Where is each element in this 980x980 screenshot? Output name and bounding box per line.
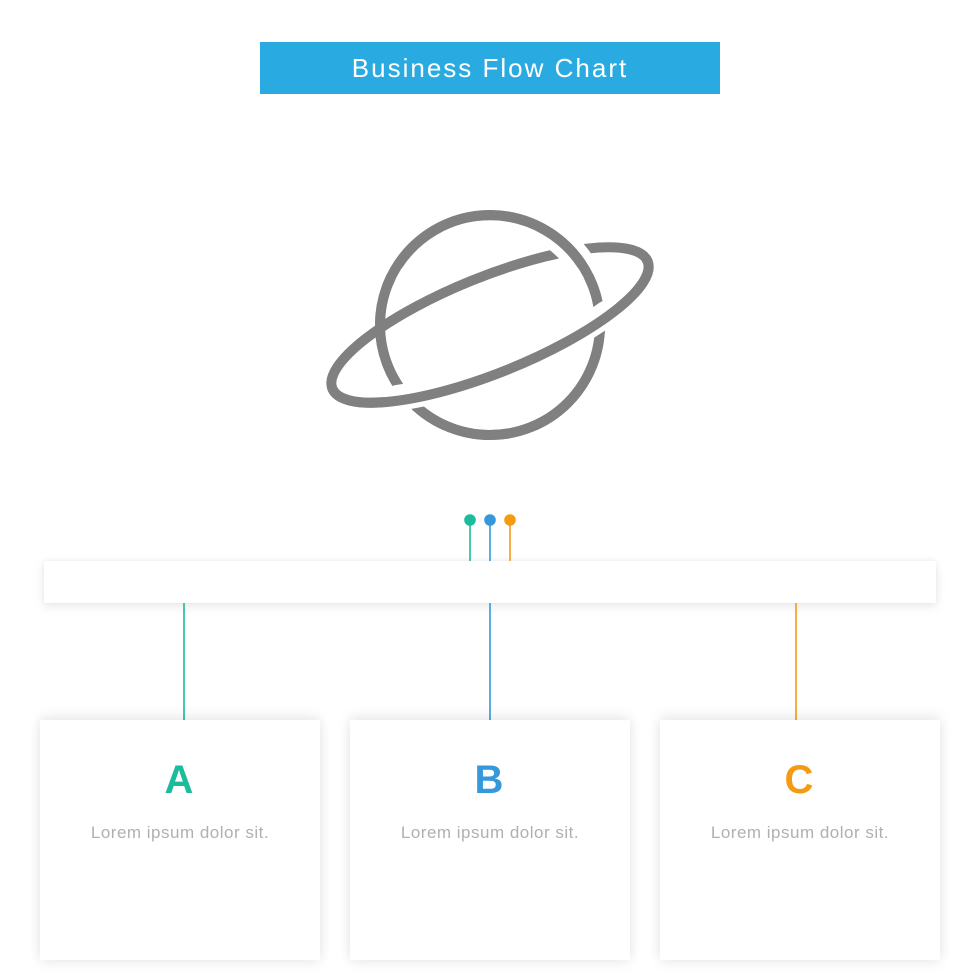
card-text-b: Lorem ipsum dolor sit.: [401, 821, 579, 846]
planet-icon: [325, 160, 655, 490]
card-letter-b: B: [475, 758, 506, 803]
card-b: B Lorem ipsum dolor sit.: [350, 720, 630, 960]
card-row: A Lorem ipsum dolor sit. B Lorem ipsum d…: [0, 720, 980, 960]
card-letter-a: A: [165, 758, 196, 803]
card-a: A Lorem ipsum dolor sit.: [40, 720, 320, 960]
card-text-c: Lorem ipsum dolor sit.: [711, 821, 889, 846]
card-text-a: Lorem ipsum dolor sit.: [91, 821, 269, 846]
card-c: C Lorem ipsum dolor sit.: [660, 720, 940, 960]
connector-bar: [44, 561, 936, 603]
card-letter-c: C: [785, 758, 816, 803]
main-icon-container: [0, 145, 980, 505]
page-title: Business Flow Chart: [352, 53, 628, 84]
header-bar: Business Flow Chart: [260, 42, 720, 94]
